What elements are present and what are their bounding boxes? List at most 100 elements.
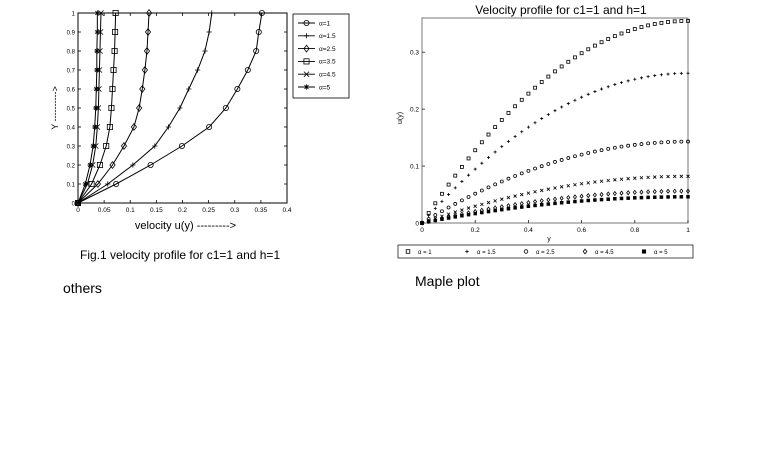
y-tick-label: 0.8 xyxy=(67,49,76,55)
data-point xyxy=(533,199,538,205)
data-point xyxy=(646,141,651,146)
data-point xyxy=(593,180,597,184)
data-point xyxy=(646,189,651,195)
data-point xyxy=(566,156,571,160)
data-point xyxy=(96,161,103,168)
data-point xyxy=(506,206,511,211)
data-point xyxy=(553,160,557,164)
data-point xyxy=(103,142,110,149)
data-point xyxy=(499,118,504,122)
data-point xyxy=(672,195,677,199)
data-point xyxy=(606,178,610,183)
data-point xyxy=(659,174,664,179)
x-tick-label: 0.2 xyxy=(178,207,187,214)
data-point xyxy=(599,148,604,153)
data-point xyxy=(141,65,148,75)
data-point xyxy=(599,197,604,202)
x-tick-label: 1 xyxy=(686,227,690,234)
data-point xyxy=(195,67,201,73)
legend-marker xyxy=(641,249,647,254)
data-point xyxy=(82,181,88,187)
data-point xyxy=(466,206,471,210)
data-point xyxy=(446,216,451,220)
data-point xyxy=(579,51,584,56)
data-point xyxy=(659,140,664,145)
left-note-label: others xyxy=(63,280,102,296)
data-point xyxy=(606,37,611,41)
data-point xyxy=(433,218,438,223)
data-point xyxy=(666,195,670,199)
data-point xyxy=(433,206,437,210)
data-point xyxy=(586,151,591,155)
data-point xyxy=(539,80,544,84)
x-tick-label: 0 xyxy=(76,207,80,214)
x-tick-label: 0.2 xyxy=(471,227,480,234)
y-tick-label: 0.3 xyxy=(410,49,419,56)
data-point xyxy=(566,59,571,64)
data-point xyxy=(447,193,451,197)
series-α=3.5 xyxy=(75,9,119,206)
data-point xyxy=(143,46,151,56)
data-point xyxy=(446,205,451,210)
data-point xyxy=(506,139,510,143)
data-point xyxy=(540,117,544,121)
x-tick-label: 0.4 xyxy=(282,207,291,214)
y-tick-label: 0.2 xyxy=(67,163,76,169)
data-point xyxy=(493,208,497,213)
data-point xyxy=(519,171,524,176)
y-tick-label: 0 xyxy=(415,220,419,227)
legend-marker xyxy=(303,19,310,26)
data-point xyxy=(539,198,544,204)
data-point xyxy=(473,191,478,196)
data-point xyxy=(480,161,484,165)
data-point xyxy=(652,175,657,179)
data-point xyxy=(460,198,464,203)
data-point xyxy=(460,179,464,183)
data-point xyxy=(573,199,577,204)
legend-marker xyxy=(465,249,469,254)
data-point xyxy=(519,97,524,102)
data-point xyxy=(513,174,518,178)
data-point xyxy=(94,124,101,130)
data-point xyxy=(136,103,143,113)
data-point xyxy=(559,158,564,162)
data-point xyxy=(552,196,558,202)
y-tick-label: 0.5 xyxy=(67,106,76,112)
data-point xyxy=(686,71,690,75)
data-point xyxy=(632,189,637,195)
data-point xyxy=(93,86,99,92)
data-point xyxy=(533,203,537,208)
data-point xyxy=(546,113,550,117)
data-point xyxy=(646,23,651,28)
data-point xyxy=(500,197,504,201)
data-point xyxy=(573,55,577,60)
right-maple-chart: Velocity profile for c1=1 and h=1 0 0.2 0.4… xyxy=(397,3,694,259)
x-axis-label: y xyxy=(547,236,551,243)
legend-label: α=1 xyxy=(319,20,331,27)
data-point xyxy=(526,91,531,96)
data-point xyxy=(460,213,464,218)
data-point xyxy=(619,196,624,201)
data-point xyxy=(92,124,98,130)
data-point xyxy=(619,177,624,182)
data-point xyxy=(613,197,617,201)
legend-marker xyxy=(303,33,310,39)
data-point xyxy=(520,130,524,134)
plot-frame xyxy=(77,12,288,204)
data-point xyxy=(440,209,444,214)
left-velocity-chart: 0 0.05 0.1 0.15 0.2 0.25 0.3 0.35 0.4 0 0.1 0.2 0.3 0… xyxy=(50,8,350,232)
data-point xyxy=(612,190,617,197)
data-point xyxy=(94,10,100,16)
legend-label: α = 4.5 xyxy=(595,250,614,256)
legend: α = 1 α = 1.5 α = 2.5 α = 4.5 α = 5 xyxy=(397,244,694,259)
data-point xyxy=(440,199,444,203)
legend-label: α=3.5 xyxy=(319,59,336,66)
data-point xyxy=(506,195,511,200)
data-point xyxy=(586,47,591,52)
data-point xyxy=(446,212,451,216)
data-point xyxy=(105,181,111,187)
legend-label: α = 2.5 xyxy=(536,250,555,256)
data-point xyxy=(94,67,100,73)
data-point xyxy=(613,178,617,182)
data-point xyxy=(652,22,657,26)
